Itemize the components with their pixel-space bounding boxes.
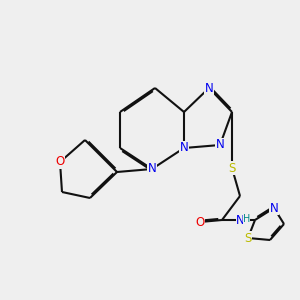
- Text: S: S: [228, 161, 236, 175]
- Text: N: N: [216, 139, 224, 152]
- Text: N: N: [205, 82, 213, 94]
- Text: O: O: [56, 155, 64, 169]
- Text: N: N: [236, 214, 244, 226]
- Text: H: H: [243, 214, 250, 224]
- Text: N: N: [270, 202, 278, 214]
- Text: S: S: [244, 232, 252, 244]
- Text: O: O: [195, 215, 205, 229]
- Text: N: N: [148, 163, 156, 176]
- Text: N: N: [180, 142, 188, 154]
